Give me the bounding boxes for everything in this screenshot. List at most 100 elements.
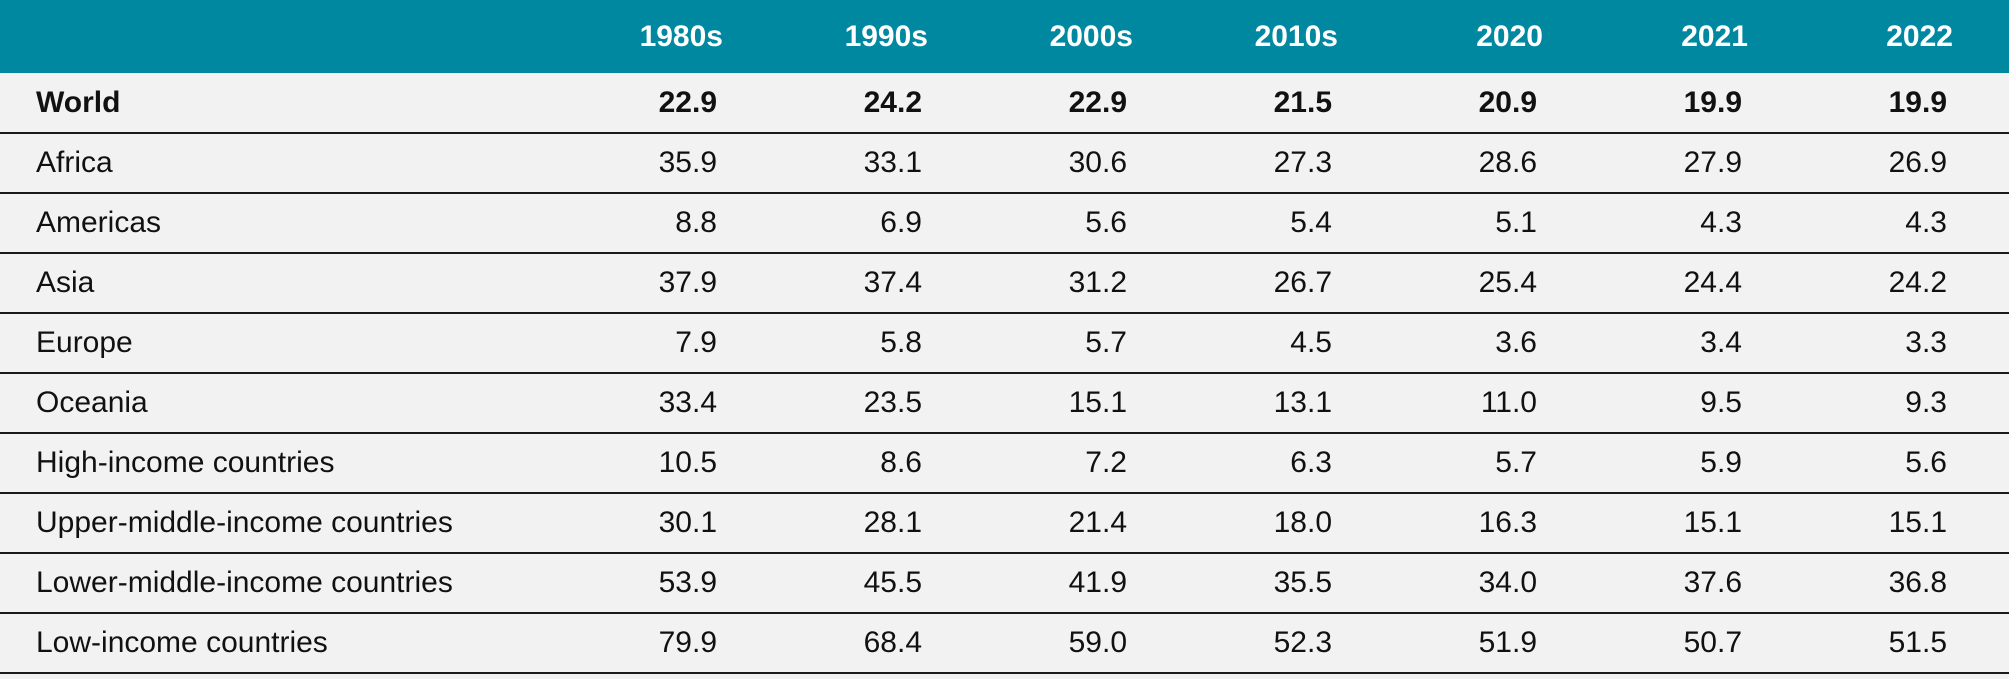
table-cell: 68.4 bbox=[863, 626, 922, 659]
table-row: Low-income countries 79.9 68.4 59.0 52.3 51.9… bbox=[0, 613, 2009, 673]
table-cell: 24.2 bbox=[1888, 266, 1947, 299]
table-cell: 19.9 bbox=[1888, 85, 1947, 119]
table-cell: 27.9 bbox=[1683, 146, 1742, 179]
table-cell: 5.8 bbox=[880, 326, 922, 359]
table-cell: 11.0 bbox=[1480, 386, 1537, 419]
row-label: Low-income countries bbox=[36, 626, 328, 659]
table-cell: 33.4 bbox=[658, 386, 717, 419]
table-cell: 30.6 bbox=[1068, 146, 1127, 179]
table-cell: 5.6 bbox=[1905, 446, 1947, 479]
table-cell: 22.9 bbox=[658, 85, 717, 119]
table-cell: 5.7 bbox=[1495, 446, 1537, 479]
table-cell: 19.9 bbox=[1683, 85, 1742, 119]
table-cell: 24.4 bbox=[1683, 266, 1742, 299]
table-cell: 22.9 bbox=[1068, 85, 1127, 119]
table-cell: 8.8 bbox=[675, 206, 717, 239]
row-label: Lower-middle-income countries bbox=[36, 566, 453, 599]
table-cell: 5.7 bbox=[1085, 326, 1127, 359]
header-cell-2010s: 2010s bbox=[1254, 19, 1338, 53]
table-cell: 51.9 bbox=[1478, 626, 1537, 659]
table-cell: 52.3 bbox=[1273, 626, 1332, 659]
table-cell: 4.5 bbox=[1290, 326, 1332, 359]
table-cell: 15.1 bbox=[1068, 386, 1127, 419]
table-cell: 26.7 bbox=[1273, 266, 1332, 299]
table-cell: 23.5 bbox=[863, 386, 922, 419]
table-row: Africa 35.9 33.1 30.6 27.3 28.6 27.9 26.9 bbox=[0, 133, 2009, 193]
table-row: Upper-middle-income countries 30.1 28.1 21.… bbox=[0, 493, 2009, 553]
table-cell: 3.6 bbox=[1495, 326, 1537, 359]
header-cell-2021: 2021 bbox=[1681, 19, 1748, 53]
table-cell: 33.1 bbox=[863, 146, 922, 179]
table-cell: 5.9 bbox=[1700, 446, 1742, 479]
table-cell: 37.9 bbox=[658, 266, 717, 299]
row-label: World bbox=[36, 85, 121, 119]
header-cell-row-labels bbox=[0, 0, 582, 73]
table-cell: 35.9 bbox=[658, 146, 717, 179]
table-cell: 3.4 bbox=[1700, 326, 1742, 359]
table-row: World 22.9 24.2 22.9 21.5 20.9 19.9 19.9 bbox=[0, 73, 2009, 133]
table-header: 1980s 1990s 2000s 2010s 2020 2021 2022 bbox=[0, 0, 2009, 73]
table-cell: 5.4 bbox=[1290, 206, 1332, 239]
table-cell: 20.9 bbox=[1478, 85, 1537, 119]
table-row: Oceania 33.4 23.5 15.1 13.1 11.0 9.5 9.3 bbox=[0, 373, 2009, 433]
table-cell: 8.6 bbox=[880, 446, 922, 479]
table-cell: 53.9 bbox=[658, 566, 717, 599]
table-cell: 41.9 bbox=[1068, 566, 1127, 599]
table-body: World 22.9 24.2 22.9 21.5 20.9 19.9 19.9 Africa 3… bbox=[0, 73, 2009, 673]
table-cell: 79.9 bbox=[658, 626, 717, 659]
table-row: Americas 8.8 6.9 5.6 5.4 5.1 4.3 4.3 bbox=[0, 193, 2009, 253]
table-cell: 28.1 bbox=[863, 506, 922, 539]
table-cell: 15.1 bbox=[1888, 506, 1947, 539]
table-cell: 6.9 bbox=[880, 206, 922, 239]
table-row: Lower-middle-income countries 53.9 45.5 41.… bbox=[0, 553, 2009, 613]
table-cell: 45.5 bbox=[863, 566, 922, 599]
row-label: Oceania bbox=[36, 386, 148, 419]
table-cell: 27.3 bbox=[1273, 146, 1332, 179]
table-cell: 25.4 bbox=[1478, 266, 1537, 299]
table-cell: 6.3 bbox=[1290, 446, 1332, 479]
table-cell: 3.3 bbox=[1905, 326, 1947, 359]
table-cell: 5.1 bbox=[1495, 206, 1537, 239]
table-cell: 4.3 bbox=[1700, 206, 1742, 239]
table-cell: 21.4 bbox=[1068, 506, 1127, 539]
header-row: 1980s 1990s 2000s 2010s 2020 2021 2022 bbox=[0, 0, 2009, 73]
row-label: High-income countries bbox=[36, 446, 335, 479]
header-cell-1990s: 1990s bbox=[844, 19, 928, 53]
row-label: Europe bbox=[36, 326, 133, 359]
table-cell: 10.5 bbox=[658, 446, 717, 479]
table-row: Europe 7.9 5.8 5.7 4.5 3.6 3.4 3.3 bbox=[0, 313, 2009, 373]
table-cell: 24.2 bbox=[863, 85, 922, 119]
table-cell: 35.5 bbox=[1273, 566, 1332, 599]
table-cell: 16.3 bbox=[1478, 506, 1537, 539]
header-cell-1980s: 1980s bbox=[639, 19, 723, 53]
table-cell: 21.5 bbox=[1273, 85, 1332, 119]
header-cell-2000s: 2000s bbox=[1049, 19, 1133, 53]
table-cell: 7.2 bbox=[1085, 446, 1127, 479]
row-label: Upper-middle-income countries bbox=[36, 506, 453, 539]
row-label: Americas bbox=[36, 206, 162, 239]
table-cell: 28.6 bbox=[1478, 146, 1537, 179]
table-cell: 5.6 bbox=[1085, 206, 1127, 239]
table-cell: 51.5 bbox=[1888, 626, 1947, 659]
row-label: Africa bbox=[36, 146, 113, 179]
table-cell: 37.4 bbox=[863, 266, 922, 299]
table-cell: 59.0 bbox=[1068, 626, 1127, 659]
table-cell: 13.1 bbox=[1273, 386, 1332, 419]
table-cell: 34.0 bbox=[1478, 566, 1537, 599]
table-cell: 9.5 bbox=[1700, 386, 1742, 419]
table-cell: 7.9 bbox=[675, 326, 717, 359]
table-cell: 50.7 bbox=[1683, 626, 1742, 659]
table-cell: 4.3 bbox=[1905, 206, 1947, 239]
table-cell: 37.6 bbox=[1683, 566, 1742, 599]
table-cell: 36.8 bbox=[1888, 566, 1947, 599]
table-cell: 30.1 bbox=[658, 506, 717, 539]
header-cell-2022: 2022 bbox=[1886, 19, 1953, 53]
row-label: Asia bbox=[36, 266, 95, 299]
table-cell: 9.3 bbox=[1905, 386, 1947, 419]
table-row: High-income countries 10.5 8.6 7.2 6.3 5.7 5.9… bbox=[0, 433, 2009, 493]
header-cell-2020: 2020 bbox=[1476, 19, 1543, 53]
table-row: Asia 37.9 37.4 31.2 26.7 25.4 24.4 24.2 bbox=[0, 253, 2009, 313]
table-cell: 18.0 bbox=[1273, 506, 1332, 539]
table-cell: 31.2 bbox=[1068, 266, 1127, 299]
